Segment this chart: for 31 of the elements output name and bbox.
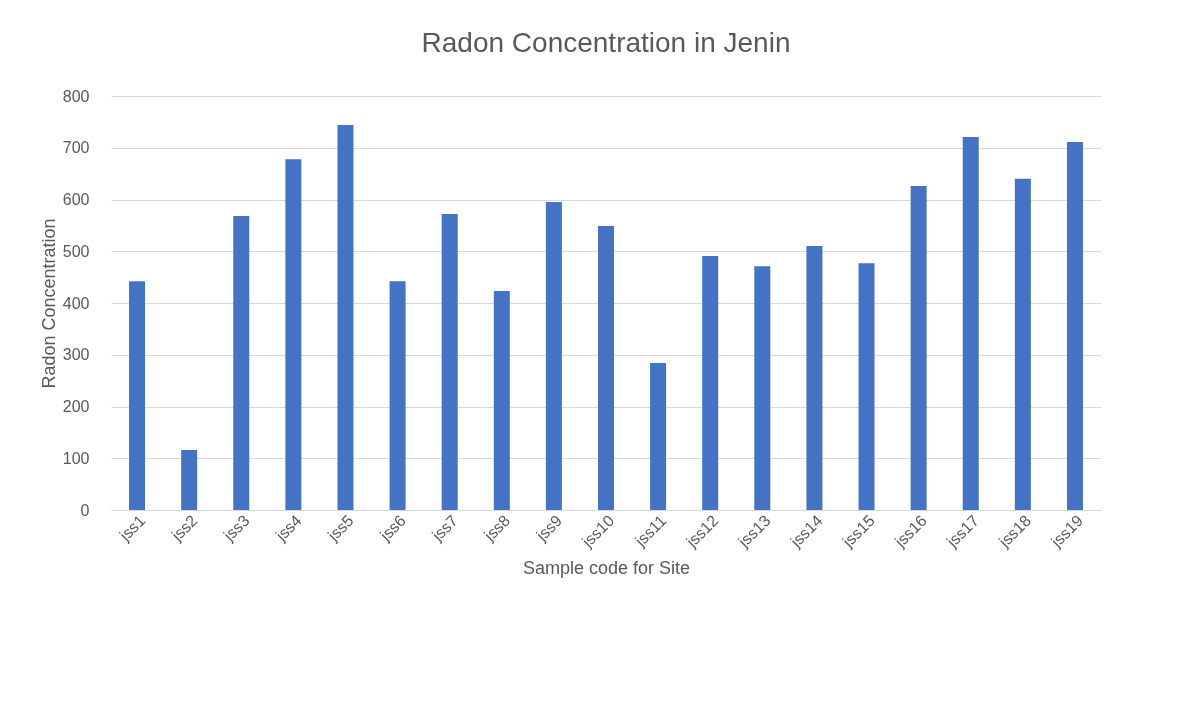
- bar: [754, 266, 771, 510]
- bar: [233, 216, 250, 510]
- bar: [650, 363, 667, 510]
- y-tick-label: 400: [62, 294, 90, 312]
- y-tick-label: 200: [62, 398, 90, 415]
- y-tick-label: 800: [62, 87, 90, 105]
- bar: [858, 263, 875, 510]
- bar: [598, 225, 614, 510]
- bar: [806, 246, 823, 510]
- bar: [493, 291, 510, 510]
- bar: [962, 136, 979, 510]
- bar: [910, 186, 927, 510]
- chart-title: Radon Concentration in Jenin: [421, 27, 791, 58]
- bar: [1014, 178, 1031, 510]
- y-tick-label: 300: [62, 346, 90, 364]
- bar: [337, 124, 354, 510]
- y-tick-label: 0: [80, 501, 90, 519]
- bar: [1066, 142, 1083, 510]
- y-tick-label: 100: [62, 449, 90, 467]
- bar: [441, 213, 458, 510]
- y-tick-label: 600: [62, 191, 90, 208]
- y-tick-label: 500: [62, 242, 90, 260]
- y-tick-label: 700: [62, 139, 90, 157]
- bar: [545, 202, 562, 510]
- x-axis-title: Sample code for Site: [522, 558, 691, 579]
- bar: [702, 255, 719, 510]
- bar: [285, 159, 302, 510]
- bar: [181, 449, 198, 510]
- bar: [129, 281, 146, 510]
- y-axis-title: Radon Concentration: [38, 218, 59, 389]
- bar: [389, 281, 406, 510]
